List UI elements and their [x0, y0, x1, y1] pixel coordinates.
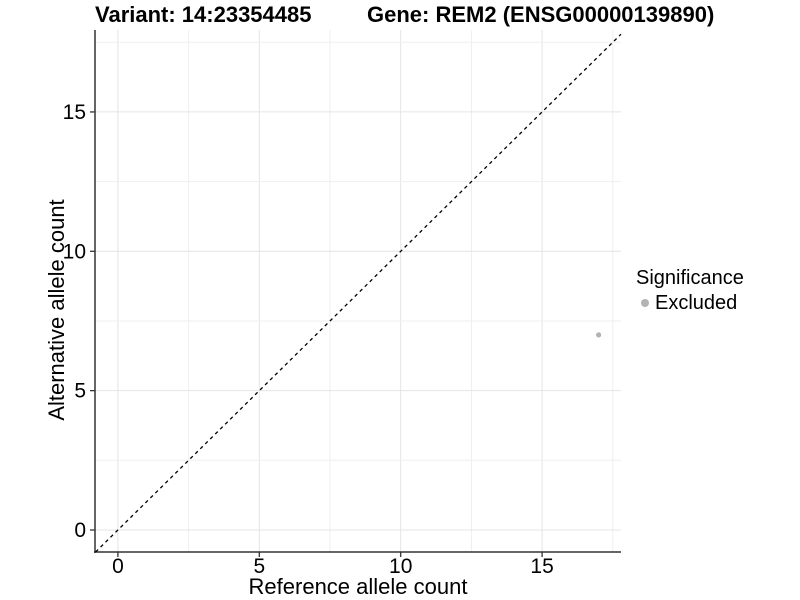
y-tick-label: 15 [63, 101, 86, 124]
variant-title: Variant: 14:23354485 [95, 2, 312, 27]
gene-title: Gene: REM2 (ENSG00000139890) [367, 2, 715, 27]
legend-item-excluded: Excluded [636, 292, 744, 314]
legend-point-icon [641, 299, 649, 307]
legend-item-label: Excluded [655, 292, 738, 314]
x-tick-label: 10 [389, 555, 412, 578]
x-tick-label: 0 [112, 555, 124, 578]
x-axis-title: Reference allele count [248, 574, 468, 599]
x-tick-label: 15 [530, 555, 553, 578]
legend: Significance Excluded [636, 266, 744, 314]
x-tick-label: 5 [253, 555, 265, 578]
y-tick-label: 0 [74, 519, 86, 542]
y-tick-label: 10 [63, 240, 86, 263]
y-tick-label: 5 [74, 380, 86, 403]
y-axis-title: Alternative allele count [44, 199, 69, 421]
legend-title: Significance [636, 267, 744, 289]
data-point [596, 332, 602, 338]
